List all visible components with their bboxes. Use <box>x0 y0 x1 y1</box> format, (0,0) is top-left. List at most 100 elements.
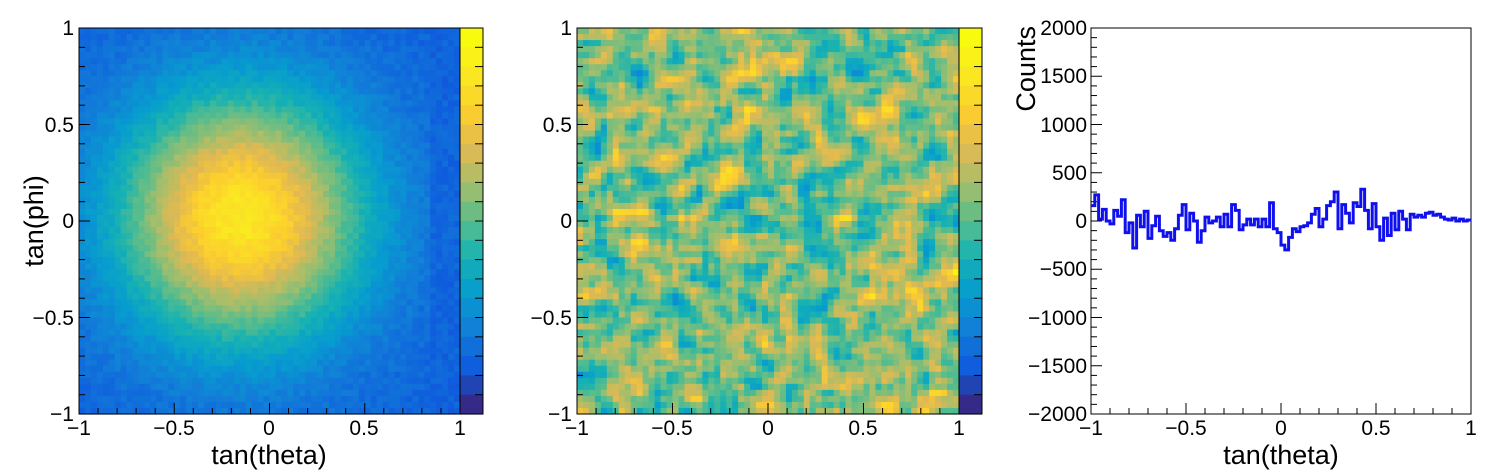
heatmap-1-cell <box>168 58 175 65</box>
heatmap-1-cell <box>227 293 235 301</box>
heatmap-1-cell <box>346 196 354 204</box>
heatmap-2-cell <box>577 172 584 180</box>
heatmap-1-cell <box>412 70 419 77</box>
heatmap-1-cell <box>454 371 461 379</box>
heatmap-1-cell <box>305 275 312 282</box>
heatmap-1-cell <box>180 269 187 276</box>
heatmap-1-cell <box>305 196 312 204</box>
heatmap-1-cell <box>287 118 294 126</box>
heatmap-1-cell <box>364 184 372 192</box>
heatmap-1-cell <box>346 124 354 132</box>
heatmap-1-cell <box>227 305 235 313</box>
heatmap-2-cell <box>582 365 590 373</box>
heatmap-1-cell <box>227 323 235 331</box>
heatmap-1-cell <box>334 154 342 162</box>
heatmap-2-cell <box>582 305 590 313</box>
heatmap-2-cell <box>612 275 620 282</box>
heatmap-2-cell <box>618 251 626 258</box>
heatmap-1-cell <box>174 190 181 198</box>
heatmap-1-cell <box>263 136 271 144</box>
heatmap-1-cell <box>168 335 175 343</box>
heatmap-1-cell <box>358 70 366 77</box>
heatmap-1-cell <box>436 148 443 156</box>
heatmap-2-cell <box>618 239 626 246</box>
heatmap-1-cell <box>430 190 437 198</box>
heatmap-2-cell <box>600 100 608 108</box>
heatmap-2-cell <box>582 52 590 59</box>
heatmap-1-cell <box>221 142 229 150</box>
heatmap-2-cell <box>618 106 626 114</box>
heatmap-1-cell <box>442 70 449 77</box>
heatmap-1-cell <box>293 100 300 108</box>
heatmap-1-cell <box>227 196 235 204</box>
heatmap-1-cell <box>430 100 437 108</box>
heatmap-1-cell <box>79 142 86 150</box>
heatmap-1-cell <box>144 335 152 343</box>
heatmap-1-cell <box>305 100 312 108</box>
heatmap-1-cell <box>352 245 360 252</box>
heatmap-1-cell <box>454 190 461 198</box>
heatmap-1-cell <box>382 365 390 373</box>
heatmap-1-cell <box>221 275 229 282</box>
heatmap-1-cell <box>352 94 360 101</box>
heatmap-1-cell <box>90 239 98 246</box>
heatmap-2-cell <box>624 329 632 337</box>
heatmap-1-cell <box>221 239 229 246</box>
heatmap-2-cell <box>582 293 590 301</box>
heatmap-1-cell <box>257 202 265 210</box>
heatmap-1-cell <box>257 311 265 319</box>
colorbar-swatch <box>460 221 483 241</box>
heatmap-2-cell <box>582 82 590 89</box>
panel-1-xtick-1: −0.5 <box>153 417 194 440</box>
heatmap-1-cell <box>418 40 425 47</box>
heatmap-1-cell <box>186 112 193 120</box>
heatmap-2-cell <box>618 221 626 228</box>
heatmap-2-cell <box>606 106 614 114</box>
heatmap-1-cell <box>138 124 146 132</box>
heatmap-1-cell <box>233 208 241 216</box>
heatmap-2-cell <box>582 178 590 186</box>
heatmap-1-cell <box>162 377 169 385</box>
heatmap-1-cell <box>227 88 235 95</box>
heatmap-1-cell <box>245 28 253 35</box>
heatmap-1-cell <box>84 341 92 349</box>
heatmap-2-cell <box>582 227 590 234</box>
heatmap-1-cell <box>394 142 402 150</box>
heatmap-1-cell <box>340 221 348 228</box>
heatmap-1-cell <box>382 178 390 186</box>
heatmap-1-cell <box>79 34 86 41</box>
heatmap-1-cell <box>90 401 98 409</box>
heatmap-1-cell <box>329 287 336 294</box>
heatmap-1-cell <box>144 311 152 319</box>
heatmap-1-cell <box>364 365 372 373</box>
heatmap-1-cell <box>352 76 360 83</box>
heatmap-1-cell <box>436 335 443 343</box>
heatmap-1-cell <box>209 160 217 168</box>
heatmap-1-cell <box>442 166 449 174</box>
heatmap-1-cell <box>174 106 181 114</box>
heatmap-1-cell <box>382 275 390 282</box>
heatmap-2-cell <box>642 190 650 198</box>
heatmap-1-cell <box>287 359 294 367</box>
heatmap-1-cell <box>120 353 128 361</box>
heatmap-1-cell <box>311 130 318 138</box>
heatmap-1-cell <box>198 118 205 126</box>
heatmap-1-cell <box>329 196 336 204</box>
heatmap-1-cell <box>281 395 288 403</box>
heatmap-1-cell <box>406 383 413 391</box>
heatmap-1-cell <box>364 58 372 65</box>
heatmap-1-cell <box>114 329 122 337</box>
heatmap-1-cell <box>257 124 265 132</box>
heatmap-1-cell <box>84 323 92 331</box>
heatmap-1-cell <box>430 257 437 264</box>
heatmap-2-cell <box>624 190 632 198</box>
heatmap-1-cell <box>454 323 461 331</box>
heatmap-1-cell <box>108 341 116 349</box>
heatmap-1-cell <box>394 377 402 385</box>
heatmap-1-cell <box>108 287 116 294</box>
heatmap-1-cell <box>174 383 181 391</box>
heatmap-1-cell <box>144 118 152 126</box>
heatmap-1-cell <box>287 52 294 59</box>
heatmap-2-cell <box>606 142 614 150</box>
heatmap-1-cell <box>209 395 217 403</box>
